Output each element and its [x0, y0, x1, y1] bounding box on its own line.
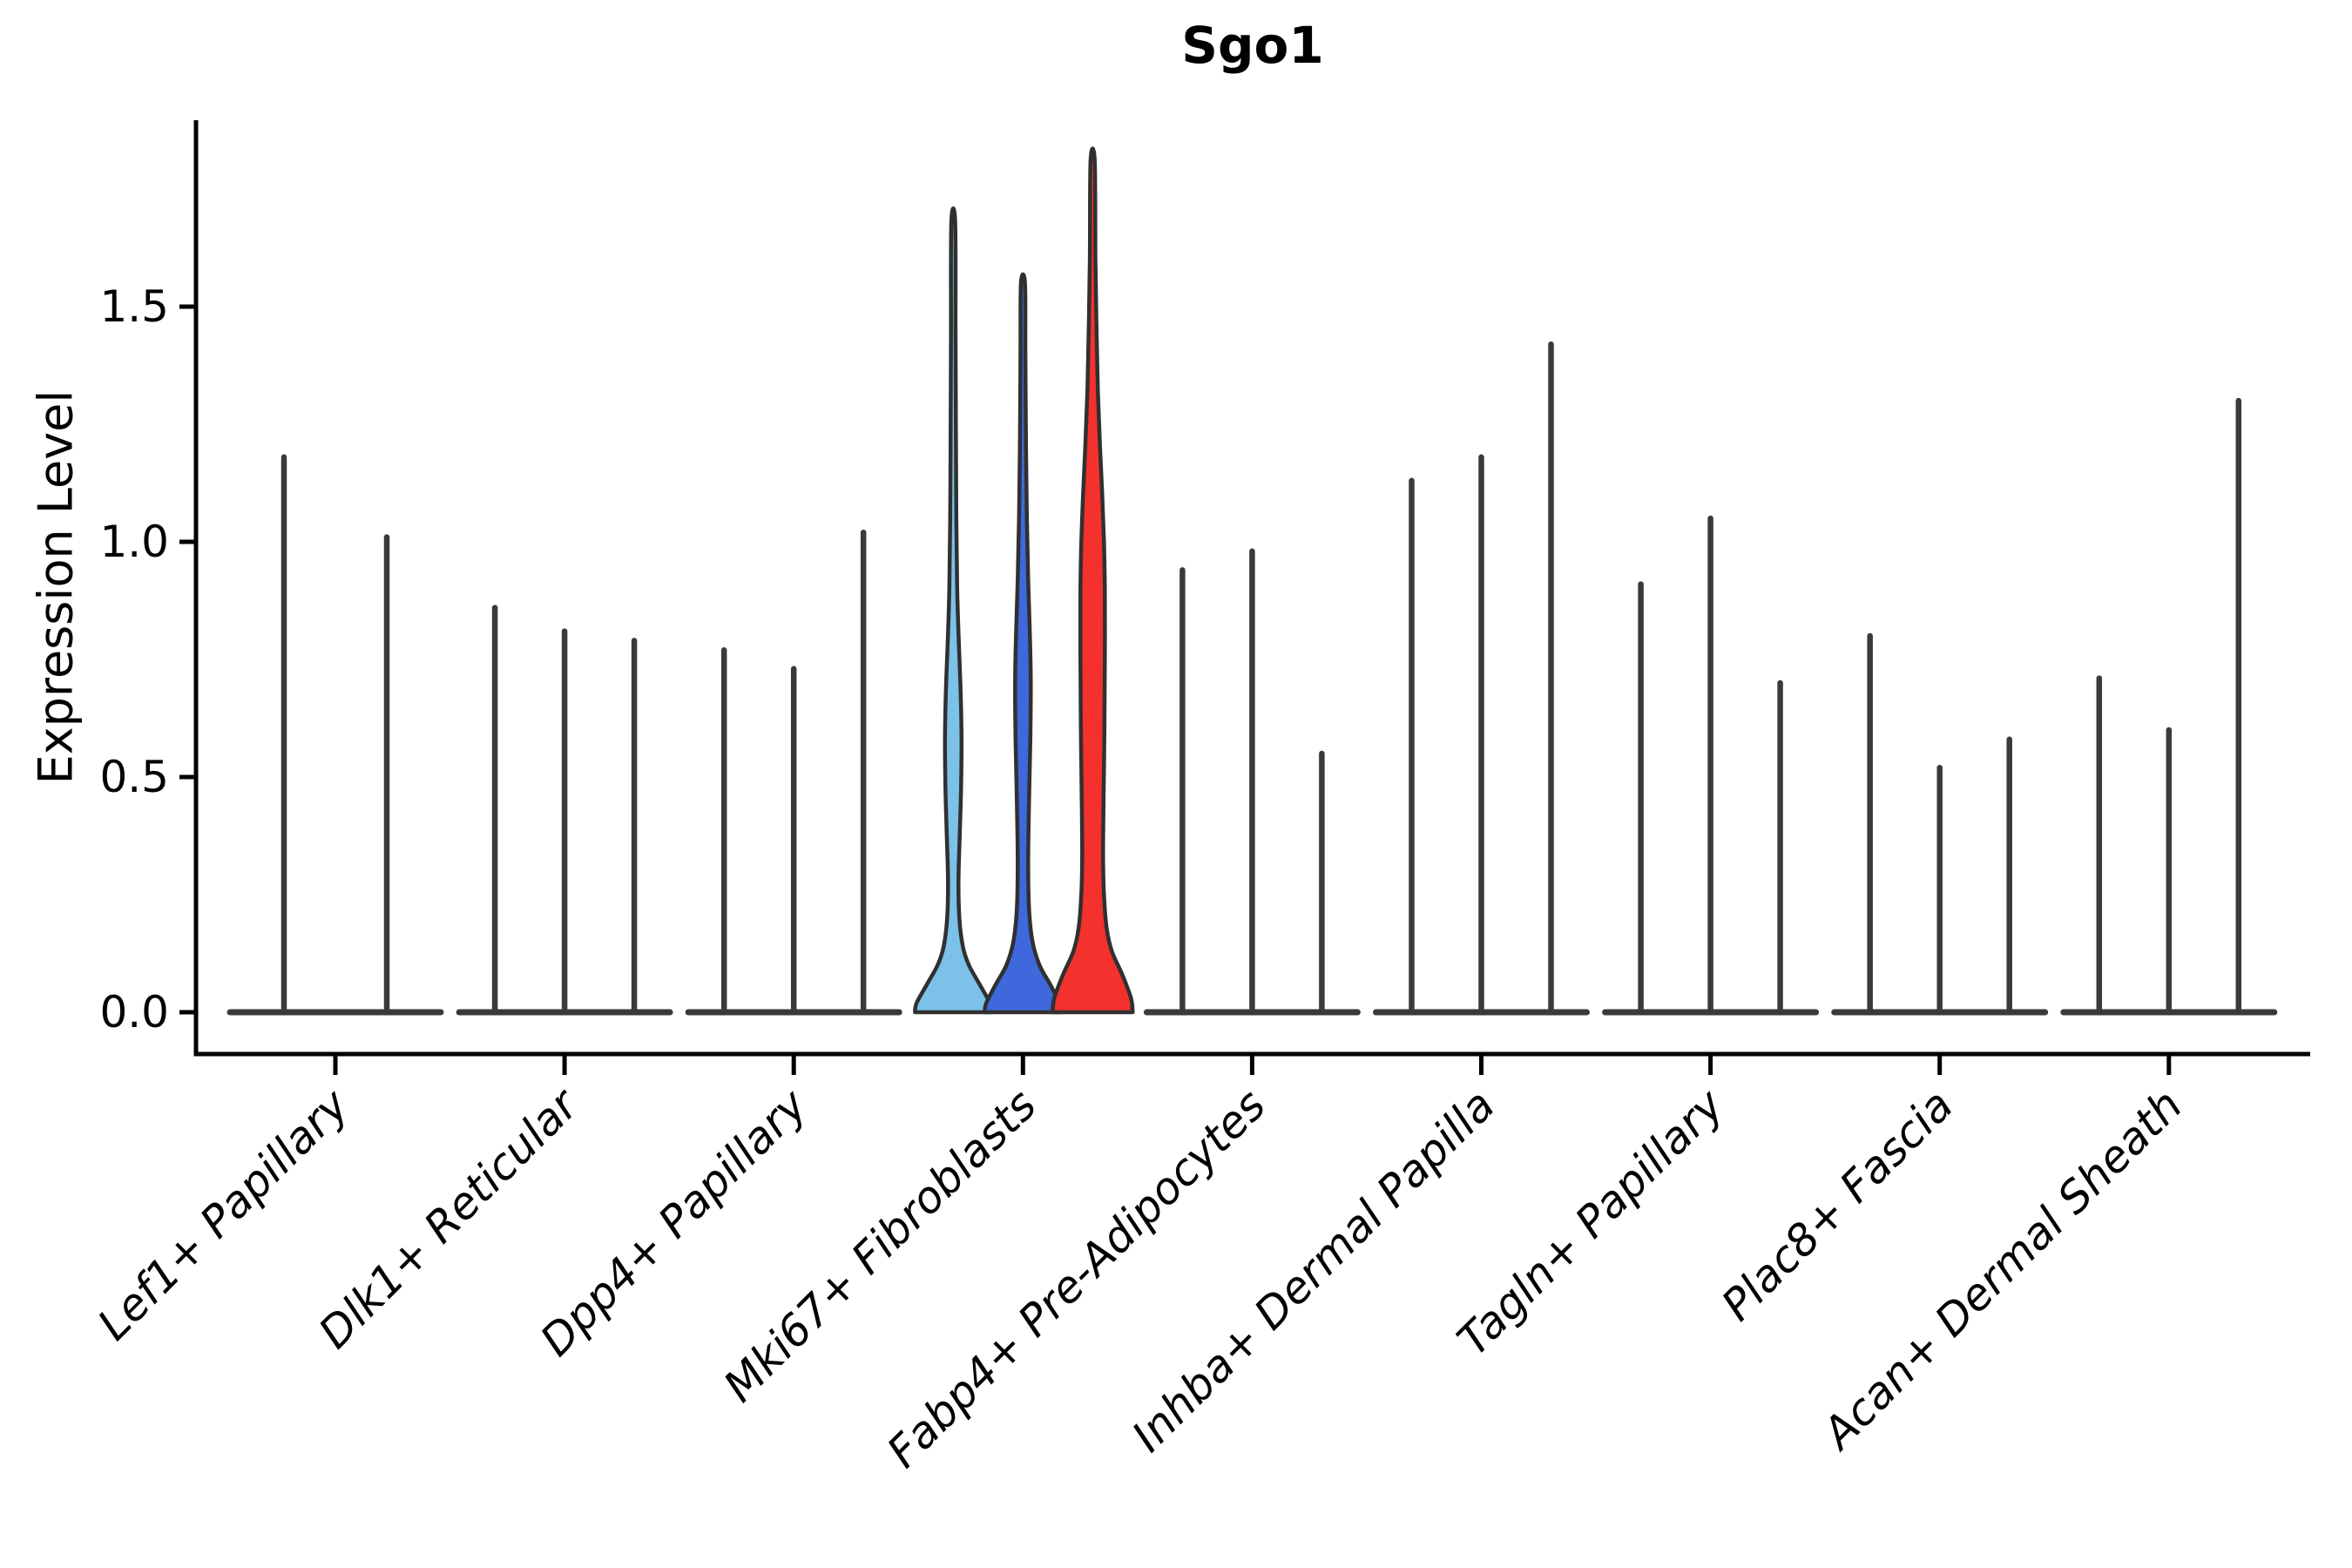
x-tick-label: Inhba+ Dermal Papilla — [1123, 1079, 1504, 1461]
y-tick-label: 0.5 — [99, 752, 169, 802]
violin-group-dpp4-papillary: Dpp4+ Papillary — [531, 529, 902, 1366]
violin-body — [1051, 146, 1135, 1015]
x-tick-label: Acan+ Dermal Sheath — [1811, 1079, 2192, 1460]
violin-group-mki67-fibroblasts: Mki67+ Fibroblasts — [714, 146, 1135, 1412]
violin-body — [983, 272, 1064, 1015]
y-tick-label: 1.0 — [99, 517, 169, 567]
violin-group-plac8-fascia: Plac8+ Fascia — [1712, 632, 2049, 1330]
y-tick-label: 1.5 — [99, 281, 169, 332]
y-tick-label: 0.0 — [99, 987, 169, 1037]
violin-group-tagln-papillary: Tagln+ Papillary — [1448, 515, 1820, 1366]
violin-body — [913, 206, 994, 1015]
x-tick-label: Lef1+ Papillary — [88, 1078, 359, 1349]
x-tick-label: Fabp4+ Pre-Adipocytes — [877, 1079, 1275, 1477]
x-tick-label: Plac8+ Fascia — [1712, 1079, 1963, 1330]
violin-group-lef1-papillary: Lef1+ Papillary — [88, 454, 444, 1350]
violin-group-acan-dermal-sheath: Acan+ Dermal Sheath — [1811, 397, 2278, 1460]
chart-title: Sgo1 — [1181, 16, 1324, 75]
